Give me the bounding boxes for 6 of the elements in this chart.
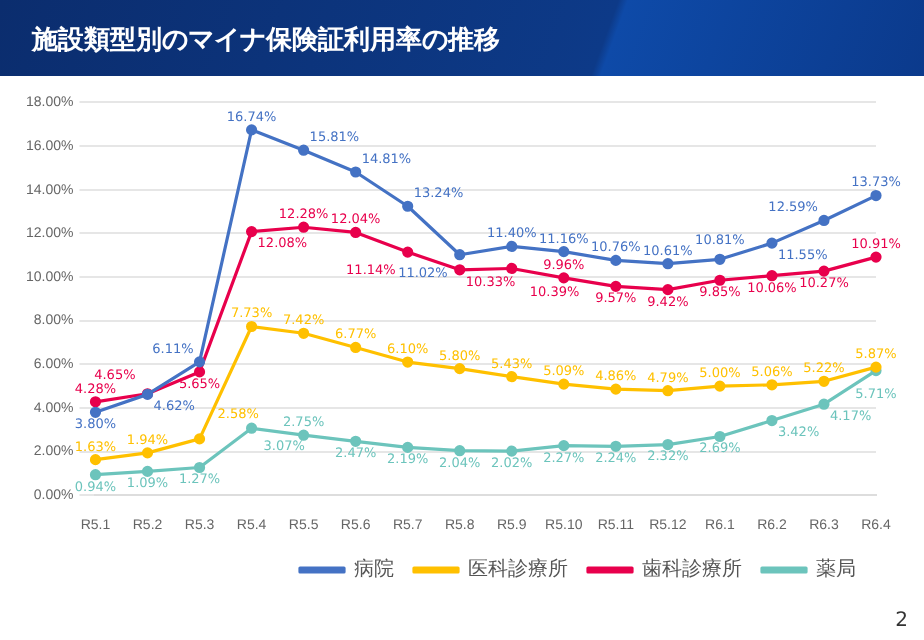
text: 2 xyxy=(895,610,908,632)
legend-label: 病院 xyxy=(354,557,394,582)
chart-title: 施設類型別のマイナ保険証利用率の推移 xyxy=(32,23,500,58)
legend-label: 薬局 xyxy=(816,557,856,582)
legend-label: 医科診療所 xyxy=(468,557,568,582)
legend-label: 歯科診療所 xyxy=(642,557,742,582)
